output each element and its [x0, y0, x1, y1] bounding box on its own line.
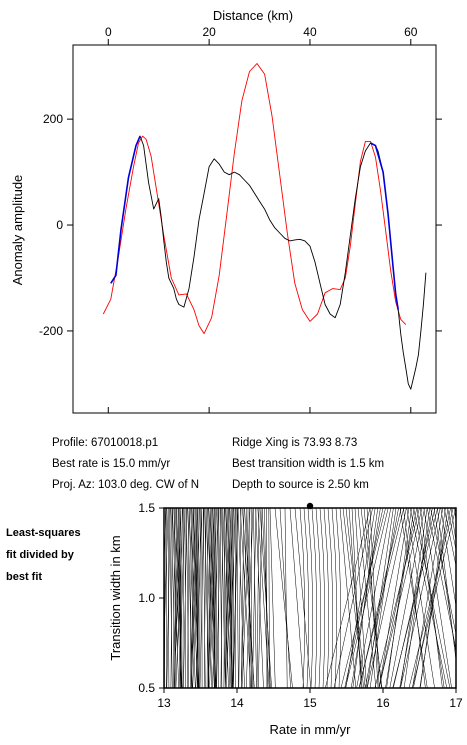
top-y-axis-label: Anomaly amplitude — [10, 175, 25, 286]
y-tick-label: 1.5 — [138, 501, 155, 515]
x-tick-label: 60 — [404, 25, 418, 39]
proj-az-text: Proj. Az: 103.0 deg. CW of N — [52, 479, 200, 491]
best-width-text: Best transition width is 1.5 km — [232, 458, 385, 470]
bottom-axis-ticks: 13 14 15 16 17 1.5 1.0 0.5 — [138, 501, 463, 710]
x-tick-label: 40 — [303, 25, 317, 39]
best-fit-point — [306, 502, 314, 510]
series-line-3 — [370, 142, 399, 310]
top-plot-lines — [102, 63, 427, 390]
misfit-contour-lines — [164, 508, 456, 688]
bottom-y-axis-label: Transition width in km — [108, 535, 123, 660]
top-axis-ticks: 0 20 40 60 200 0 -200 — [39, 25, 442, 413]
best-rate-text: Best rate is 15.0 mm/yr — [52, 458, 171, 470]
profile-text: Profile: 67010018.p1 — [52, 437, 159, 449]
y-tick-label: -200 — [39, 324, 63, 338]
side-label-line: best fit — [6, 571, 43, 583]
y-tick-label: 0 — [56, 218, 63, 232]
misfit-hatch-path — [164, 508, 456, 688]
x-tick-label: 15 — [303, 696, 317, 710]
series-line-1 — [110, 135, 427, 390]
depth-text: Depth to source is 2.50 km — [232, 479, 369, 491]
x-tick-label: 16 — [376, 696, 390, 710]
x-tick-label: 17 — [449, 696, 463, 710]
x-tick-label: 0 — [105, 25, 112, 39]
bottom-x-axis-label: Rate in mm/yr — [270, 722, 352, 737]
series-line-0 — [102, 63, 407, 335]
x-tick-label: 13 — [157, 696, 171, 710]
y-tick-label: 200 — [43, 112, 63, 126]
side-label-line: Least-squares — [6, 527, 81, 539]
x-tick-label: 14 — [230, 696, 244, 710]
top-chart: Distance (km) Anomaly amplitude 0 20 40 60 2… — [10, 8, 442, 414]
y-tick-label: 1.0 — [138, 591, 155, 605]
y-tick-label: 0.5 — [138, 681, 155, 695]
side-label-line: fit divided by — [6, 549, 74, 561]
top-x-axis-label: Distance (km) — [213, 8, 293, 23]
side-label: Least-squares fit divided by best fit — [6, 522, 81, 588]
x-tick-label: 20 — [202, 25, 216, 39]
ridge-xing-text: Ridge Xing is 73.93 8.73 — [232, 437, 358, 449]
top-chart-frame — [72, 44, 437, 414]
series-line-2 — [110, 135, 141, 284]
bottom-chart: Rate in mm/yr Transition width in km 13 1… — [108, 501, 463, 737]
